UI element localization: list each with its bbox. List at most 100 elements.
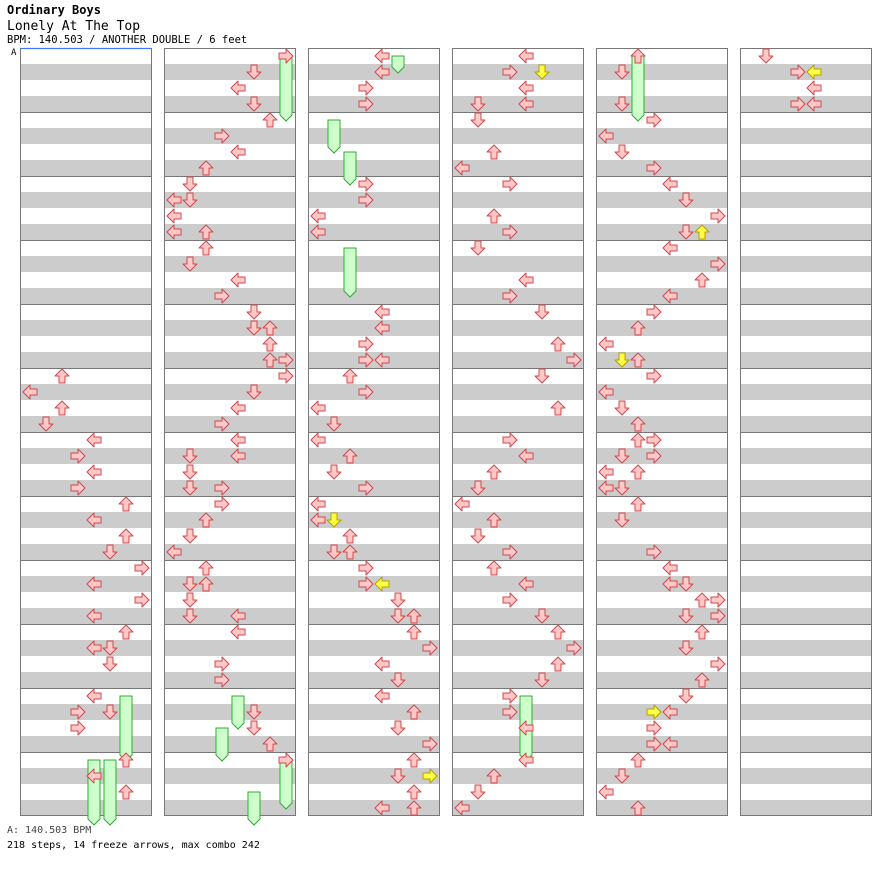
down-arrow-note (614, 400, 630, 416)
beat-stripe (452, 400, 584, 416)
beat-stripe (596, 208, 728, 224)
column-border (740, 48, 872, 816)
beat-stripe (596, 256, 728, 272)
left-arrow-note (518, 576, 534, 592)
beat-stripe (452, 368, 584, 384)
up-arrow-note (486, 464, 502, 480)
beat-stripe (740, 416, 872, 432)
beat-stripe (164, 144, 296, 160)
up-arrow-note (406, 800, 422, 816)
left-arrow-note (86, 688, 102, 704)
beat-stripe (164, 160, 296, 176)
down-arrow-note (102, 704, 118, 720)
beat-stripe (164, 304, 296, 320)
freeze-arrow (343, 151, 357, 186)
left-arrow-note (230, 432, 246, 448)
beat-stripe (596, 192, 728, 208)
right-arrow-note (358, 80, 374, 96)
beat-stripe (308, 96, 440, 112)
beat-stripe (740, 208, 872, 224)
beat-stripe (308, 752, 440, 768)
beat-stripe (164, 48, 296, 64)
left-arrow-note (518, 448, 534, 464)
freeze-arrow (247, 791, 261, 826)
beat-stripe (452, 464, 584, 480)
down-arrow-note (390, 720, 406, 736)
beat-stripe (740, 384, 872, 400)
chart-column (308, 48, 440, 816)
left-arrow-note (374, 800, 390, 816)
up-arrow-note (630, 752, 646, 768)
beat-stripe (452, 416, 584, 432)
beat-stripe (452, 528, 584, 544)
beat-stripe (308, 192, 440, 208)
up-arrow-note (342, 448, 358, 464)
beat-stripe (20, 560, 152, 576)
beat-stripe (308, 720, 440, 736)
beat-stripe (164, 672, 296, 688)
beat-stripe (164, 800, 296, 816)
beat-stripe (596, 608, 728, 624)
right-arrow-note (214, 656, 230, 672)
beat-stripe (20, 464, 152, 480)
beat-stripe (308, 336, 440, 352)
beat-stripe (164, 464, 296, 480)
left-arrow-note (86, 464, 102, 480)
beat-stripe (740, 592, 872, 608)
beat-stripe (20, 752, 152, 768)
beat-stripe (740, 784, 872, 800)
down-arrow-note (470, 528, 486, 544)
right-arrow-note (214, 416, 230, 432)
beat-stripe (20, 416, 152, 432)
beat-stripe (452, 800, 584, 816)
down-arrow-note (182, 576, 198, 592)
up-arrow-note (550, 656, 566, 672)
down-arrow-note (326, 512, 342, 528)
beat-stripe (308, 80, 440, 96)
beat-stripe (740, 560, 872, 576)
left-arrow-note (518, 752, 534, 768)
right-arrow-note (710, 656, 726, 672)
beat-stripe (308, 416, 440, 432)
beat-stripe (452, 496, 584, 512)
beat-stripe (308, 400, 440, 416)
beat-stripe (164, 720, 296, 736)
beat-stripe (452, 480, 584, 496)
beat-stripe (20, 128, 152, 144)
right-arrow-note (358, 576, 374, 592)
beat-stripe (452, 256, 584, 272)
right-arrow-note (646, 736, 662, 752)
up-arrow-note (550, 624, 566, 640)
right-arrow-note (70, 704, 86, 720)
beat-stripe (308, 624, 440, 640)
beat-stripe (308, 112, 440, 128)
right-arrow-note (358, 480, 374, 496)
beat-stripe (20, 240, 152, 256)
down-arrow-note (534, 672, 550, 688)
down-arrow-note (182, 176, 198, 192)
right-arrow-note (710, 592, 726, 608)
beat-stripe (308, 320, 440, 336)
beat-stripe (164, 352, 296, 368)
beat-stripe (596, 320, 728, 336)
beat-stripe (740, 528, 872, 544)
down-arrow-note (182, 256, 198, 272)
left-arrow-note (598, 336, 614, 352)
up-arrow-note (630, 496, 646, 512)
beat-stripe (596, 128, 728, 144)
right-arrow-note (358, 192, 374, 208)
beat-stripe (164, 560, 296, 576)
beat-stripe (20, 480, 152, 496)
left-arrow-note (230, 400, 246, 416)
beat-stripe (164, 288, 296, 304)
down-arrow-note (534, 368, 550, 384)
left-arrow-note (310, 432, 326, 448)
up-arrow-note (694, 272, 710, 288)
right-arrow-note (646, 544, 662, 560)
beat-stripe (452, 272, 584, 288)
beat-stripe (164, 608, 296, 624)
right-arrow-note (214, 480, 230, 496)
down-arrow-note (182, 528, 198, 544)
beat-stripe (452, 544, 584, 560)
chart-column (164, 48, 296, 816)
